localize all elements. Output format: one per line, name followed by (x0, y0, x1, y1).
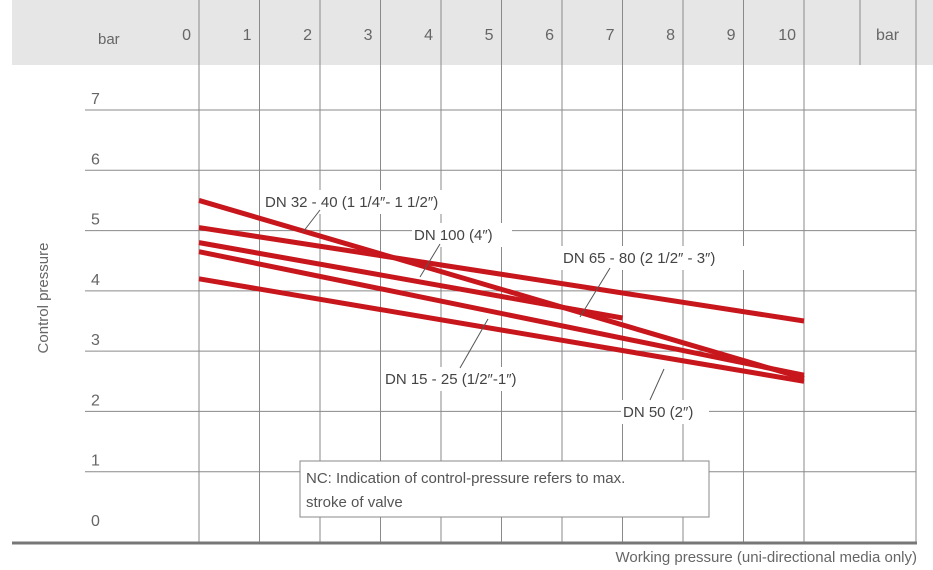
series-layer (198, 198, 805, 384)
series-line (198, 198, 805, 381)
x-tick-label: 3 (364, 27, 373, 44)
y-tick-label: 3 (91, 332, 100, 349)
x-tick-label: 4 (424, 27, 433, 44)
x-unit-label: bar (98, 31, 120, 48)
series-label: DN 65 - 80 (2 1/2″ - 3″) (563, 250, 715, 267)
series-label-bg (262, 190, 480, 214)
labels-layer: 0 1 2 3 4 5 6 7 8 9 10 0 1 2 3 4 5 6 7 DN 32 - 40 (1 1/4″- … (91, 27, 796, 530)
series-label-bg (412, 223, 512, 247)
x-tick-label: 1 (243, 27, 252, 44)
x-tick-label: 9 (727, 27, 736, 44)
x-tick-label: 8 (666, 27, 675, 44)
y-tick-label: 1 (91, 453, 100, 470)
series-label-bg (561, 246, 751, 270)
series-line (198, 225, 805, 324)
y-tick-label: 0 (91, 513, 100, 530)
y-tick-label: 2 (91, 392, 100, 409)
y-tick-label: 5 (91, 212, 100, 229)
series-leader-line (579, 267, 611, 318)
note-text: NC: Indication of control-pressure refer… (306, 470, 629, 511)
series-label: DN 15 - 25 (1/2″-1″) (385, 371, 517, 388)
x-axis-title: Working pressure (uni-directional media … (615, 549, 917, 566)
note-box: NC: Indication of control-pressure refer… (299, 460, 710, 518)
series-label-bg (383, 367, 533, 391)
series-label-bg (621, 400, 709, 424)
x-unit-label-right: bar (876, 27, 900, 44)
y-tick-label: 6 (91, 151, 100, 168)
series-leader-line (459, 318, 489, 369)
x-tick-label: 5 (485, 27, 494, 44)
grid (12, 0, 917, 545)
y-axis-title: Control pressure (35, 243, 52, 354)
y-tick-label: 4 (91, 272, 100, 289)
series-label: DN 100 (4″) (414, 227, 493, 244)
series-line (198, 249, 805, 378)
series-label: DN 50 (2″) (623, 404, 693, 421)
series-line (198, 240, 623, 321)
series-label: DN 32 - 40 (1 1/4″- 1 1/2″) (265, 194, 438, 211)
x-tick-label: 2 (303, 27, 312, 44)
x-tick-label: 6 (545, 27, 554, 44)
series-leader-line (302, 209, 321, 233)
x-tick-label: 7 (606, 27, 615, 44)
series-line (198, 276, 805, 384)
series-leader-line (419, 243, 441, 278)
y-tick-label: 7 (91, 91, 100, 108)
x-tick-label: 10 (778, 27, 796, 44)
header-band (12, 0, 933, 65)
x-tick-label: 0 (182, 27, 191, 44)
series-leader-line (649, 368, 665, 401)
